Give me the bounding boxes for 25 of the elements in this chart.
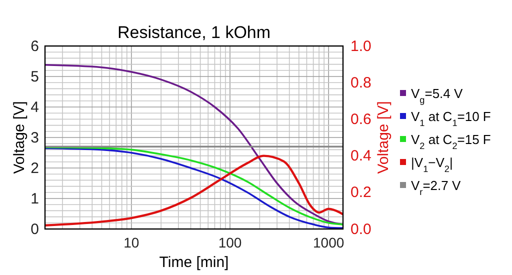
legend-label: V$_{g}$=5.4 V xyxy=(411,86,464,105)
y-tick-label: 5 xyxy=(30,68,39,86)
y-tick-label: 0 xyxy=(30,220,39,238)
y2-tick-label: 1.0 xyxy=(350,38,372,55)
chart-title: Resistance, 1 kOhm xyxy=(117,23,271,42)
legend-label: V$_{2}$ at C$_{2}$=15 F xyxy=(411,132,491,151)
legend-label: V$_{1}$ at C$_{1}$=10 F xyxy=(411,109,491,128)
x-tick-label: 1000 xyxy=(313,234,344,250)
legend-label: |V$_{1}$−V$_{2}$| xyxy=(411,155,453,174)
y2-tick-label: 0.6 xyxy=(350,111,372,128)
y-tick-label: 6 xyxy=(30,38,39,55)
x-tick-label: 100 xyxy=(218,234,242,250)
y2-axis-title: Voltage [V] xyxy=(375,101,392,174)
y-tick-label: 4 xyxy=(30,98,39,116)
y-axis-title: Voltage [V] xyxy=(11,101,28,174)
legend-label: V$_{r}$=2.7 V xyxy=(411,178,461,197)
y-tick-label: 2 xyxy=(30,160,39,177)
y2-tick-label: 0.2 xyxy=(350,184,372,202)
y2-tick-label: 0.8 xyxy=(350,74,372,92)
y2-tick-label: 0.0 xyxy=(350,220,372,238)
x-tick-label: 10 xyxy=(124,234,140,250)
y-tick-label: 3 xyxy=(30,129,39,146)
y2-tick-label: 0.4 xyxy=(350,148,372,165)
x-axis-title: Time [min] xyxy=(159,254,229,271)
y-tick-label: 1 xyxy=(30,190,39,208)
